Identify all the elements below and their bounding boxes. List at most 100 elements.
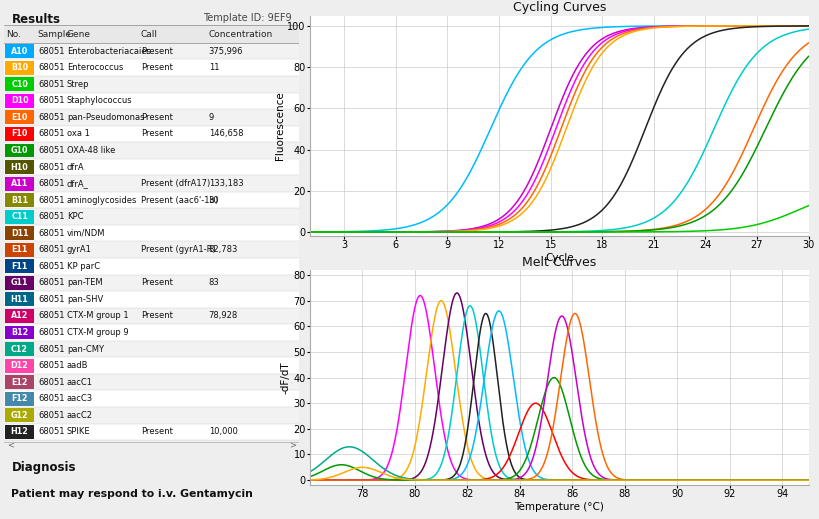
- Text: CTX-M group 1: CTX-M group 1: [67, 311, 129, 320]
- Bar: [5, 359, 34, 373]
- Text: gyrA1: gyrA1: [67, 245, 92, 254]
- Text: F11: F11: [11, 262, 28, 271]
- Text: Gene: Gene: [67, 30, 91, 38]
- Bar: [5, 144, 34, 157]
- Bar: [4, 43, 299, 60]
- Text: G12: G12: [11, 411, 29, 420]
- Text: Present: Present: [141, 427, 173, 436]
- Text: A11: A11: [11, 179, 28, 188]
- Text: Present: Present: [141, 311, 173, 320]
- Bar: [5, 425, 34, 439]
- Text: Concentration: Concentration: [208, 30, 273, 38]
- Text: 68051: 68051: [38, 295, 65, 304]
- Bar: [4, 109, 299, 126]
- Text: A10: A10: [11, 47, 28, 56]
- Text: 68051: 68051: [38, 196, 65, 204]
- Text: Diagnosis: Diagnosis: [11, 461, 76, 474]
- Text: G10: G10: [11, 146, 29, 155]
- Text: 68051: 68051: [38, 162, 65, 171]
- Text: 68051: 68051: [38, 179, 65, 188]
- Text: 68051: 68051: [38, 80, 65, 89]
- Text: Present: Present: [141, 47, 173, 56]
- Bar: [5, 111, 34, 125]
- Text: 68051: 68051: [38, 278, 65, 288]
- Text: 68051: 68051: [38, 129, 65, 139]
- Text: 9: 9: [208, 113, 214, 122]
- Text: B12: B12: [11, 328, 28, 337]
- Text: 30: 30: [208, 196, 219, 204]
- Text: 82,783: 82,783: [208, 245, 238, 254]
- Bar: [5, 44, 34, 58]
- Bar: [4, 374, 299, 390]
- Text: Present (dfrA17): Present (dfrA17): [141, 179, 210, 188]
- Text: Present: Present: [141, 129, 173, 139]
- Text: Present (gyrA1-R): Present (gyrA1-R): [141, 245, 215, 254]
- Text: Present: Present: [141, 63, 173, 72]
- Text: 68051: 68051: [38, 229, 65, 238]
- Bar: [5, 176, 34, 190]
- Bar: [4, 258, 299, 275]
- Bar: [5, 193, 34, 207]
- Bar: [4, 76, 299, 92]
- Text: Sample: Sample: [38, 30, 71, 38]
- Text: aacC2: aacC2: [67, 411, 93, 420]
- Text: Present: Present: [141, 278, 173, 288]
- Text: pan-CMY: pan-CMY: [67, 345, 104, 353]
- Text: SPIKE: SPIKE: [67, 427, 90, 436]
- Text: 68051: 68051: [38, 394, 65, 403]
- Text: Enterobacteriacaies: Enterobacteriacaies: [67, 47, 151, 56]
- Text: aminoglycosides: aminoglycosides: [67, 196, 138, 204]
- Bar: [5, 127, 34, 141]
- Bar: [4, 341, 299, 357]
- Text: 68051: 68051: [38, 345, 65, 353]
- Text: pan-TEM: pan-TEM: [67, 278, 102, 288]
- Bar: [5, 342, 34, 356]
- Text: KP parC: KP parC: [67, 262, 100, 271]
- Text: aadB: aadB: [67, 361, 88, 370]
- Bar: [5, 408, 34, 422]
- Text: C11: C11: [11, 212, 28, 221]
- Y-axis label: -dF/dT: -dF/dT: [280, 361, 290, 394]
- Title: Cycling Curves: Cycling Curves: [512, 2, 605, 15]
- Text: 146,658: 146,658: [208, 129, 243, 139]
- Bar: [5, 160, 34, 174]
- Text: Staphylococcus: Staphylococcus: [67, 97, 133, 105]
- Text: E10: E10: [11, 113, 28, 122]
- Text: H11: H11: [11, 295, 29, 304]
- Bar: [5, 210, 34, 224]
- Bar: [4, 390, 299, 407]
- Text: C12: C12: [11, 345, 28, 353]
- Text: E11: E11: [11, 245, 28, 254]
- Text: H10: H10: [11, 162, 29, 171]
- Text: 68051: 68051: [38, 378, 65, 387]
- Text: H12: H12: [11, 427, 29, 436]
- Text: pan-Pseudomonas: pan-Pseudomonas: [67, 113, 144, 122]
- Text: C10: C10: [11, 80, 28, 89]
- Text: 68051: 68051: [38, 411, 65, 420]
- Text: pan-SHV: pan-SHV: [67, 295, 103, 304]
- Bar: [4, 92, 299, 109]
- Text: >: >: [289, 440, 296, 449]
- Text: KPC: KPC: [67, 212, 84, 221]
- Text: Present (aac6'-1b): Present (aac6'-1b): [141, 196, 218, 204]
- Text: 68051: 68051: [38, 361, 65, 370]
- Text: aacC1: aacC1: [67, 378, 93, 387]
- Text: aacC3: aacC3: [67, 394, 93, 403]
- Bar: [4, 209, 299, 225]
- Title: Melt Curves: Melt Curves: [522, 256, 595, 269]
- X-axis label: Cycle: Cycle: [545, 253, 572, 263]
- Text: D10: D10: [11, 97, 29, 105]
- Text: E12: E12: [11, 378, 28, 387]
- Text: B10: B10: [11, 63, 28, 72]
- Text: 68051: 68051: [38, 427, 65, 436]
- Text: 68051: 68051: [38, 63, 65, 72]
- Text: 68051: 68051: [38, 311, 65, 320]
- Text: <: <: [7, 440, 14, 449]
- Bar: [5, 293, 34, 306]
- Bar: [5, 243, 34, 257]
- Bar: [4, 192, 299, 209]
- Bar: [5, 260, 34, 273]
- Bar: [4, 407, 299, 424]
- Bar: [5, 61, 34, 75]
- Bar: [4, 225, 299, 241]
